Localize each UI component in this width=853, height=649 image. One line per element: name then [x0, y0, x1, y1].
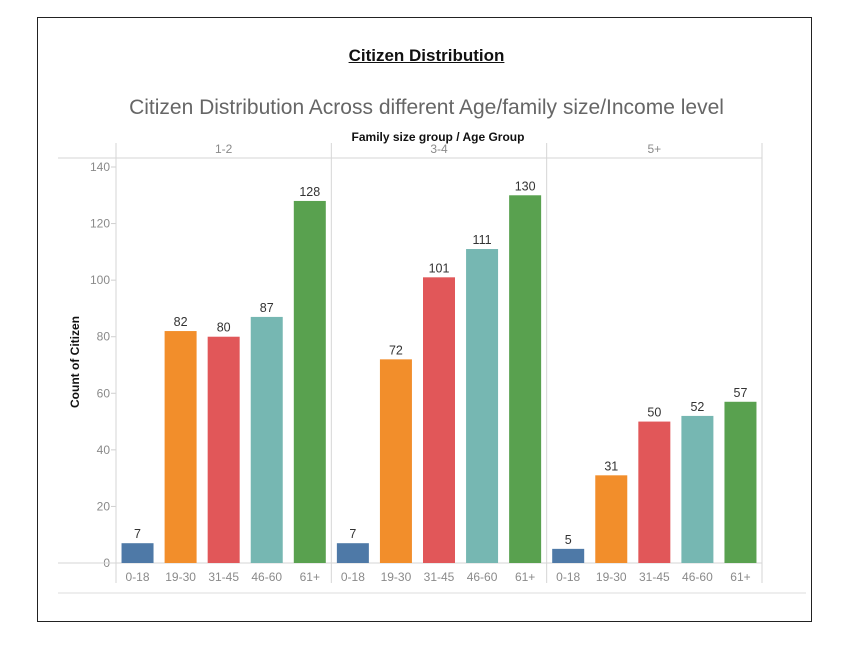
group-label: 5+ [647, 142, 661, 156]
data-label: 128 [299, 185, 320, 199]
bar [595, 475, 628, 563]
x-tick-label: 19-30 [165, 570, 196, 584]
x-tick-label: 31-45 [208, 570, 239, 584]
data-label: 5 [565, 533, 572, 547]
data-label: 130 [515, 179, 536, 193]
data-label: 80 [217, 321, 231, 335]
data-label: 7 [349, 527, 356, 541]
data-label: 50 [647, 406, 661, 420]
x-tick-label: 31-45 [424, 570, 455, 584]
data-label: 111 [473, 233, 492, 247]
x-tick-label: 31-45 [639, 570, 670, 584]
bar [293, 200, 326, 563]
x-tick-label: 0-18 [126, 570, 150, 584]
x-tick-label: 61+ [300, 570, 320, 584]
x-tick-label: 46-60 [682, 570, 713, 584]
x-tick-label: 61+ [730, 570, 750, 584]
x-tick-label: 61+ [515, 570, 535, 584]
y-tick-label: 120 [90, 217, 110, 231]
x-tick-label: 19-30 [596, 570, 627, 584]
data-label: 7 [134, 527, 141, 541]
column-header: Family size group / Age Group [352, 130, 525, 144]
x-tick-label: 46-60 [251, 570, 282, 584]
y-tick-label: 80 [97, 330, 111, 344]
x-tick-label: 0-18 [556, 570, 580, 584]
chart-title: Citizen Distribution Across different Ag… [129, 96, 724, 119]
y-tick-label: 20 [97, 499, 111, 513]
bar [552, 548, 585, 563]
data-label: 82 [174, 315, 188, 329]
data-label: 57 [734, 386, 748, 400]
bar [423, 277, 455, 563]
data-label: 52 [690, 400, 704, 414]
y-tick-label: 140 [90, 160, 110, 174]
data-label: 72 [389, 343, 403, 357]
bar [379, 359, 412, 563]
bar [207, 336, 240, 563]
page-heading: Citizen Distribution [348, 46, 505, 65]
bar [336, 543, 369, 563]
group-label: 3-4 [430, 142, 448, 156]
y-tick-label: 40 [97, 443, 111, 457]
data-label: 101 [429, 261, 450, 275]
data-label: 31 [604, 459, 618, 473]
bar [250, 316, 283, 563]
bar [509, 195, 542, 564]
x-tick-label: 19-30 [381, 570, 412, 584]
x-tick-label: 46-60 [467, 570, 498, 584]
bar [121, 543, 154, 563]
x-tick-label: 0-18 [341, 570, 365, 584]
data-label: 87 [260, 301, 274, 315]
y-tick-label: 100 [90, 273, 110, 287]
bar [164, 331, 197, 563]
bar [466, 249, 499, 563]
bar [681, 415, 714, 563]
bar [724, 401, 757, 563]
y-tick-label: 60 [97, 386, 111, 400]
y-axis-label: Count of Citizen [68, 316, 82, 408]
bar [638, 421, 671, 563]
group-label: 1-2 [215, 142, 233, 156]
